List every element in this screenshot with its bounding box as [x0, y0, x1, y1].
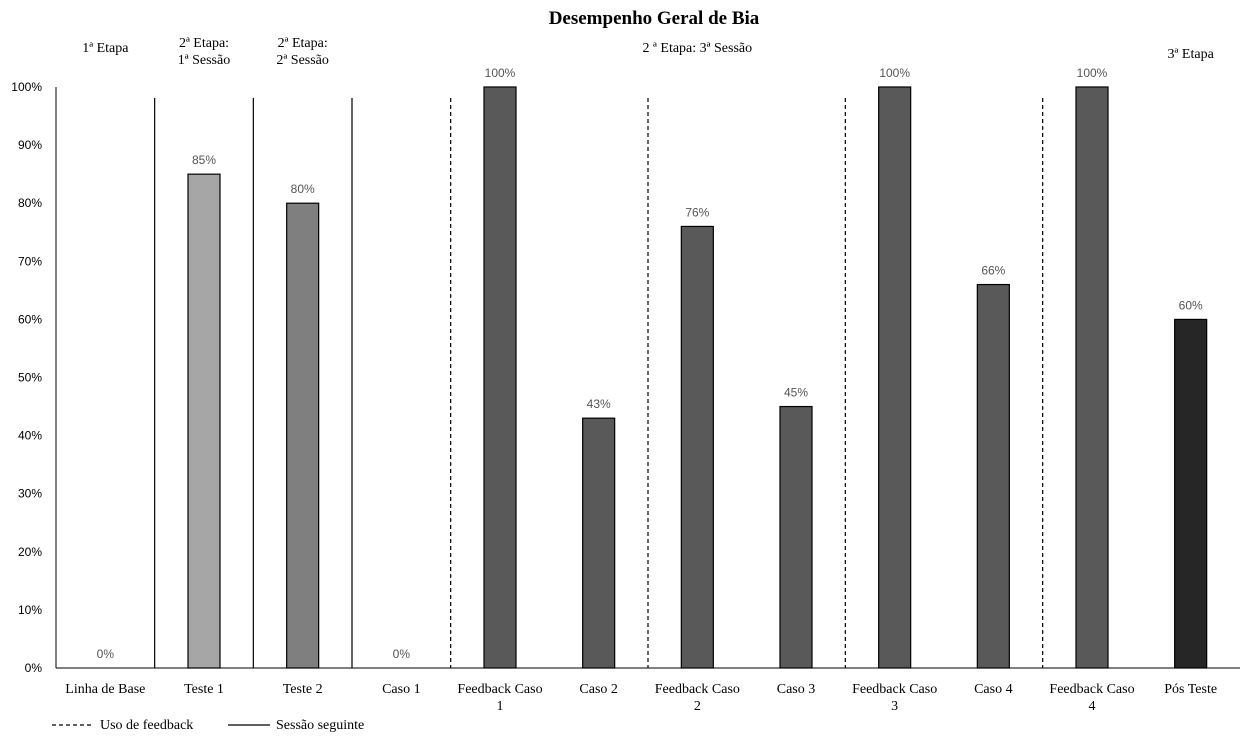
data-label: 100%: [1077, 66, 1108, 80]
bar: [1174, 318, 1208, 669]
x-tick-label: Teste 1: [184, 682, 224, 697]
stage-label: 2ª Etapa:: [278, 36, 328, 51]
x-tick-label: Caso 3: [777, 682, 816, 697]
data-label: 45%: [784, 386, 808, 400]
bar: [286, 202, 320, 669]
stage-label: 3ª Etapa: [1168, 47, 1215, 62]
bar: [976, 283, 1010, 669]
bar: [483, 86, 517, 669]
y-tick-label: 50%: [18, 371, 42, 385]
legend: Uso de feedback Sessão seguinte: [52, 718, 364, 733]
x-axis-labels: Linha de Base Teste 1 Teste 2 Caso 1 Feedbac…: [65, 682, 1217, 714]
x-tick-label: Teste 2: [283, 682, 323, 697]
bars: [187, 86, 1208, 669]
y-tick-label: 80%: [18, 196, 42, 210]
data-label: 60%: [1179, 298, 1203, 312]
data-label: 76%: [685, 205, 709, 219]
bar: [680, 225, 714, 669]
bar: [1075, 86, 1109, 669]
data-label: 100%: [485, 66, 516, 80]
stage-label: 1ª Etapa: [82, 41, 129, 56]
data-labels: 0% 85% 80% 0% 100% 43% 76% 45% 100% 66% 100% 60%: [97, 66, 1203, 661]
stage-label: 1ª Sessão: [178, 53, 230, 68]
stage-label: 2ª Sessão: [276, 53, 328, 68]
x-tick-label: 1: [497, 699, 504, 714]
y-tick-label: 20%: [18, 545, 42, 559]
data-label: 0%: [393, 647, 411, 661]
bar: [582, 417, 616, 669]
x-tick-label: 3: [891, 699, 898, 714]
x-tick-label: Feedback Caso: [457, 682, 542, 697]
legend-label: Sessão seguinte: [276, 718, 364, 733]
bar: [779, 405, 813, 669]
y-tick-label: 100%: [11, 80, 42, 94]
y-tick-label: 60%: [18, 312, 42, 326]
y-tick-label: 90%: [18, 138, 42, 152]
legend-label: Uso de feedback: [100, 718, 193, 733]
x-tick-label: Feedback Caso: [852, 682, 937, 697]
x-tick-label: Feedback Caso: [655, 682, 740, 697]
stage-label: 2 ª Etapa: 3ª Sessão: [643, 41, 753, 56]
x-tick-label: Caso 4: [974, 682, 1013, 697]
x-tick-label: 4: [1089, 699, 1096, 714]
stage-label: 2ª Etapa:: [179, 36, 229, 51]
y-tick-label: 0%: [25, 661, 43, 675]
y-tick-label: 30%: [18, 487, 42, 501]
divider-lines: [154, 98, 1044, 668]
data-label: 66%: [981, 264, 1005, 278]
y-tick-label: 10%: [18, 603, 42, 617]
stage-labels: 1ª Etapa 2ª Etapa: 1ª Sessão 2ª Etapa: 2ª Se…: [82, 36, 1214, 68]
x-tick-label: Feedback Caso: [1049, 682, 1134, 697]
data-label: 0%: [97, 647, 115, 661]
data-label: 43%: [587, 397, 611, 411]
data-label: 85%: [192, 153, 216, 167]
bar: [187, 173, 221, 669]
x-tick-label: Pós Teste: [1164, 682, 1217, 697]
data-label: 80%: [291, 182, 315, 196]
data-label: 100%: [879, 66, 910, 80]
x-tick-label: Linha de Base: [65, 682, 145, 697]
bar: [878, 86, 912, 669]
y-tick-label: 70%: [18, 254, 42, 268]
x-tick-label: Caso 1: [382, 682, 421, 697]
y-tick-label: 40%: [18, 429, 42, 443]
chart-title: Desempenho Geral de Bia: [549, 8, 760, 29]
x-tick-label: Caso 2: [579, 682, 618, 697]
x-tick-label: 2: [694, 699, 701, 714]
